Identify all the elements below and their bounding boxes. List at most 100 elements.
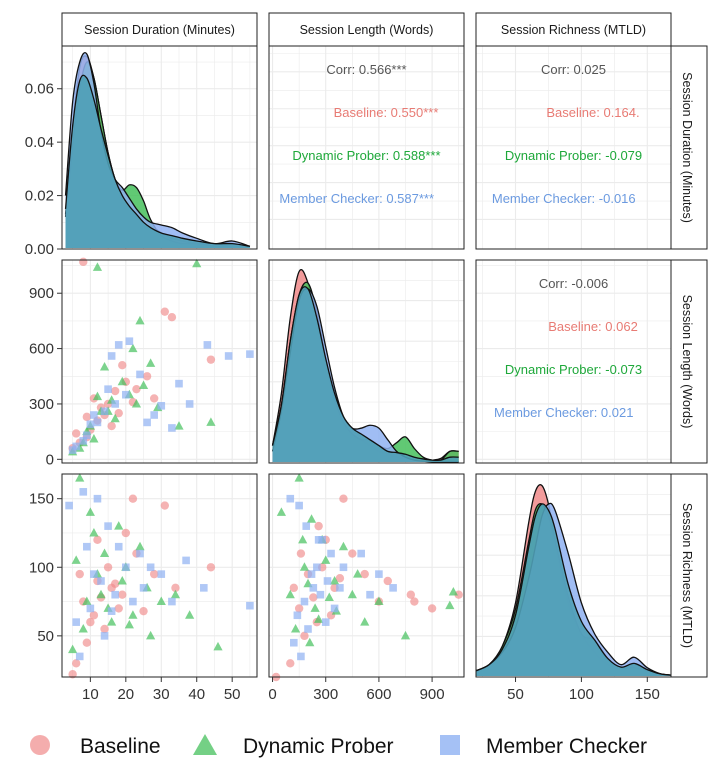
scatter-point-dynamic-prober: [135, 315, 145, 325]
x-tick-label: 20: [117, 686, 134, 703]
scatter-point-baseline: [86, 617, 95, 627]
scatter-point-dynamic-prober: [448, 586, 458, 596]
density-layer: [476, 484, 671, 676]
y-axis-density: 0.00 0.02 0.04 0.06: [25, 81, 62, 258]
correlation-text: Dynamic Prober: -0.079: [505, 148, 642, 163]
y-tick-label: 0.04: [25, 134, 54, 151]
scatter-point-baseline: [114, 408, 123, 418]
correlation-text: Member Checker: 0.021: [494, 405, 633, 420]
legend-label: Member Checker: [486, 735, 647, 758]
scatter-point-baseline: [107, 421, 116, 431]
scatter-point-baseline: [118, 360, 127, 370]
scatter-point-dynamic-prober: [290, 623, 301, 633]
column-strip-label: Session Length (Words): [300, 23, 434, 37]
correlation-text: Corr: -0.006: [539, 276, 608, 291]
scatter-point-dynamic-prober: [71, 555, 81, 564]
scatter-point-dynamic-prober: [135, 541, 145, 551]
row-strip-2: Session Richness (MTLD): [670, 473, 708, 678]
scatter-point-member-checker: [100, 407, 109, 416]
scatter-point-member-checker: [157, 401, 166, 410]
scatter-point-dynamic-prober: [400, 630, 411, 640]
scatter-point-member-checker: [182, 556, 190, 565]
scatter-point-member-checker: [307, 570, 316, 578]
scatter-point-dynamic-prober: [128, 343, 138, 353]
panel-scatter-richness-vs-length: [268, 473, 465, 682]
scatter-point-member-checker: [122, 563, 130, 572]
density-curve-overall-line: [476, 503, 671, 676]
scatter-point-dynamic-prober: [294, 473, 304, 482]
scatter-point-baseline: [427, 604, 437, 613]
scatter-point-member-checker: [111, 590, 119, 599]
scatter-point-baseline: [89, 611, 99, 620]
scatter-point-member-checker: [175, 379, 183, 388]
scatter-point-member-checker: [185, 400, 194, 408]
scatter-point-member-checker: [157, 570, 166, 578]
scatter-point-baseline: [121, 528, 131, 538]
scatter-point-member-checker: [93, 494, 102, 503]
scatter-point-dynamic-prober: [107, 617, 117, 626]
scatter-point-dynamic-prober: [445, 600, 455, 610]
x-tick-label: 50: [507, 686, 524, 703]
scatter-point-member-checker: [90, 411, 98, 419]
scatter-point-baseline: [82, 412, 92, 422]
scatter-point-member-checker: [93, 418, 102, 427]
scatter-point-member-checker: [309, 584, 318, 592]
scatter-point-dynamic-prober: [360, 617, 370, 626]
scatter-point-dynamic-prober: [117, 376, 127, 386]
scatter-point-member-checker: [150, 411, 158, 419]
scatter-point-baseline: [139, 606, 148, 616]
scatter-point-baseline: [149, 394, 159, 403]
legend-label: Dynamic Prober: [243, 735, 394, 758]
scatter-point-member-checker: [65, 501, 73, 510]
legend-item-dynamic-prober: Dynamic Prober: [193, 734, 394, 758]
scatter-point-member-checker: [246, 601, 254, 610]
panel-border: [61, 259, 258, 464]
scatter-point-member-checker: [136, 370, 144, 379]
correlation-text: Baseline: 0.164.: [546, 105, 639, 120]
scatter-point-baseline: [171, 583, 180, 593]
scatter-point-dynamic-prober: [174, 421, 184, 430]
scatter-point-dynamic-prober: [99, 362, 110, 371]
legend-triangle-marker: [193, 734, 217, 755]
scatter-point-member-checker: [330, 604, 339, 613]
y-tick-label: 50: [37, 628, 54, 645]
panel-background: [476, 46, 671, 249]
scatter-point-baseline: [110, 386, 120, 396]
scatter-point-baseline: [454, 590, 463, 599]
scatter-point-dynamic-prober: [185, 610, 195, 619]
scatter-point-member-checker: [375, 570, 383, 578]
scatter-point-dynamic-prober: [305, 637, 315, 647]
scatter-point-dynamic-prober: [124, 619, 134, 629]
scatter-point-baseline: [149, 569, 159, 579]
scatter-point-dynamic-prober: [92, 391, 103, 401]
row-strip-1: Session Length (Words): [670, 259, 708, 464]
column-strip-label: Session Duration (Minutes): [84, 23, 235, 37]
scatter-point-member-checker: [72, 442, 80, 451]
scatter-point-baseline: [118, 590, 127, 599]
scatter-point-baseline: [406, 590, 416, 599]
scatter-point-member-checker: [300, 597, 309, 606]
density-layer: [64, 51, 251, 249]
scatter-point-baseline: [75, 569, 84, 579]
scatter-point-dynamic-prober: [298, 534, 308, 544]
scatter-point-member-checker: [146, 563, 155, 572]
scatter-point-member-checker: [286, 494, 295, 503]
scatter-point-member-checker: [304, 625, 312, 633]
scatter-point-member-checker: [224, 352, 233, 360]
scatter-point-baseline: [314, 521, 323, 531]
density-curve-overall-area: [65, 75, 250, 249]
scatter-point-dynamic-prober: [89, 434, 99, 443]
scatter-point-baseline: [71, 659, 81, 668]
x-tick-label: 10: [82, 686, 99, 703]
scatter-point-member-checker: [339, 563, 348, 572]
row-strip-label: Session Richness (MTLD): [680, 503, 694, 648]
scatter-point-dynamic-prober: [347, 589, 357, 599]
scatter-point-member-checker: [321, 618, 330, 626]
scatter-point-member-checker: [100, 632, 109, 640]
correlation-text: Dynamic Prober: -0.073: [505, 362, 642, 377]
panel-density-duration: [61, 45, 258, 250]
scatter-point-baseline: [348, 549, 357, 558]
scatter-point-dynamic-prober: [146, 630, 156, 640]
scatter-point-baseline: [79, 257, 88, 267]
legend-label: Baseline: [80, 735, 161, 758]
